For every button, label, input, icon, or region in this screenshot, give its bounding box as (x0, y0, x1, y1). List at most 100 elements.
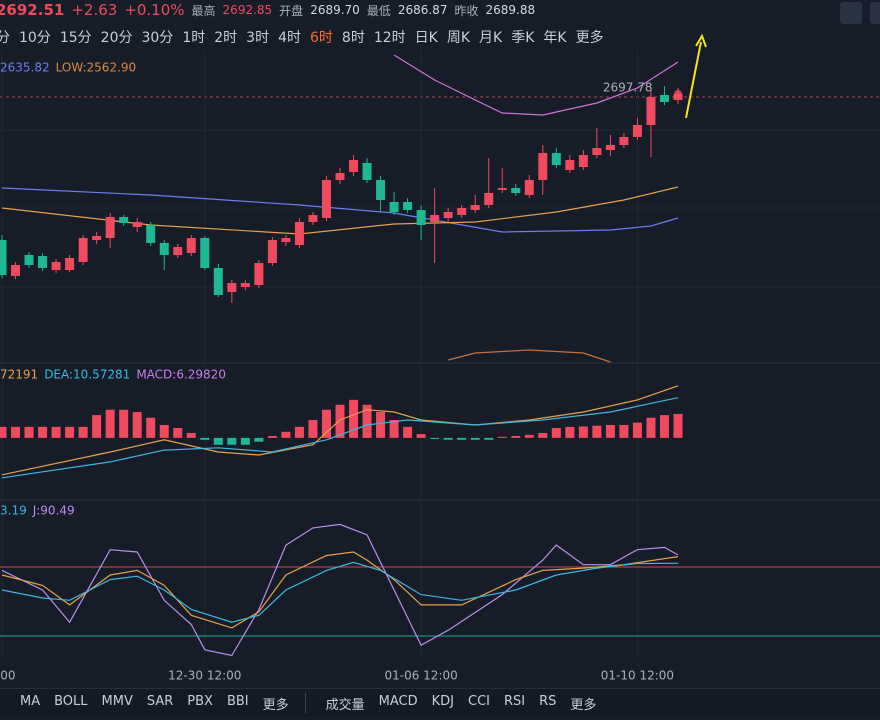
macd-bar (457, 437, 467, 440)
timeframe-tab[interactable]: 季K (511, 30, 535, 46)
macd-bar (294, 426, 304, 438)
legend-text: 2635.82 (0, 61, 50, 75)
timeframe-tab[interactable]: 6时 (310, 30, 333, 46)
stat-label: 开盘 (279, 3, 304, 18)
candle-body (497, 188, 507, 190)
timeframe-tab[interactable]: 1时 (182, 30, 206, 46)
candle-body (511, 188, 521, 193)
macd-bar (416, 434, 426, 438)
indicator-line (1, 186, 679, 235)
timeframe-tab[interactable]: 4时 (278, 30, 301, 46)
candle-body (565, 160, 575, 170)
timeframe-tab[interactable]: 2时 (214, 30, 238, 46)
candle-body (335, 173, 345, 180)
timeframe-tab[interactable]: 分 (0, 30, 10, 46)
tool-button[interactable] (870, 2, 880, 24)
indicator-button[interactable]: MMV (101, 693, 133, 709)
indicator-button[interactable]: RS (539, 693, 557, 709)
macd-bar (605, 424, 615, 438)
indicator-button[interactable]: BOLL (54, 693, 88, 709)
indicator-line (1, 561, 679, 623)
indicator-button[interactable]: CCI (468, 693, 490, 709)
indicator-button[interactable]: RSI (504, 693, 526, 709)
macd-bar (146, 417, 156, 438)
candle-body (254, 263, 264, 285)
macd-bar (619, 424, 629, 438)
timeframe-tab[interactable]: 3时 (246, 30, 270, 46)
candle-body (619, 137, 629, 145)
timeframe-bar: 分 10分 15分 20分 30分 1时 2时 3时 4时 6时 8时 12时 日K 周K 月K 季K 年K 更多 (0, 27, 604, 47)
indicator-button[interactable]: PBX (187, 693, 213, 709)
timeframe-tab[interactable]: 更多 (575, 30, 604, 46)
macd-bar (321, 409, 331, 438)
macd-bar (646, 417, 656, 438)
timeframe-tab[interactable]: 年K (543, 30, 567, 46)
macd-bar (484, 437, 494, 440)
macd-bar (281, 431, 291, 438)
indicator-line (1, 397, 679, 479)
high-label: 2697.78 (603, 81, 653, 95)
macd-bar (132, 412, 142, 438)
macd-bar (186, 432, 196, 438)
indicator-line (1, 551, 679, 629)
indicator-button[interactable]: MACD (378, 693, 418, 709)
timeframe-tab[interactable]: 30分 (141, 30, 174, 46)
candle-body (92, 236, 102, 240)
indicator-line (1, 187, 679, 233)
candle-body (146, 225, 156, 243)
candle-body (484, 193, 494, 205)
time-label: 01-10 12:00 (601, 669, 674, 683)
candle-body (105, 217, 115, 238)
stat-value: 2689.70 (310, 3, 360, 17)
macd-bar (159, 424, 169, 438)
macd-bar (538, 432, 548, 438)
timeframe-tab[interactable]: 8时 (341, 30, 365, 46)
indicator-line (448, 349, 611, 363)
macd-bar (267, 435, 277, 438)
macd-bar (11, 426, 21, 438)
macd-bar (200, 437, 210, 440)
timeframe-tab[interactable]: 周K (446, 30, 471, 46)
tool-button[interactable] (840, 2, 862, 24)
macd-bar (659, 415, 669, 438)
timeframe-tab[interactable]: 12时 (373, 30, 406, 46)
macd-bar (497, 436, 507, 438)
candle-body (416, 210, 426, 225)
indicator-button[interactable]: 更多 (570, 697, 597, 713)
macd-bar (308, 420, 318, 438)
candle-body (430, 215, 440, 222)
candle-body (200, 238, 210, 268)
candle-body (294, 222, 304, 245)
candle-body (159, 243, 169, 255)
timeframe-tab[interactable]: 10分 (19, 30, 51, 46)
macd-bar (173, 428, 183, 438)
macd-bar (470, 437, 480, 440)
candle-body (592, 148, 602, 155)
indicator-button[interactable]: 成交量 (325, 697, 365, 713)
timeframe-tab[interactable]: 日K (414, 30, 438, 46)
macd-bar (349, 399, 359, 438)
candle-body (24, 255, 34, 265)
indicator-button[interactable]: 更多 (262, 697, 289, 713)
candle-body (173, 247, 183, 255)
candle-body (0, 240, 7, 275)
candle-body (578, 155, 588, 167)
macd-bar (0, 426, 7, 438)
time-label: 01-06 12:00 (384, 669, 457, 683)
candle-body (267, 240, 277, 263)
indicator-group: MA BOLL MMV SAR PBX BBI 更多 (0, 694, 289, 713)
candle-body (538, 153, 548, 180)
indicator-button[interactable]: SAR (146, 693, 174, 709)
indicator-button[interactable]: BBI (226, 693, 249, 709)
indicator-button[interactable]: MA (20, 693, 41, 709)
timeframe-tab[interactable]: 月K (479, 30, 503, 46)
timeframe-tab[interactable]: 15分 (59, 30, 92, 46)
macd-bar (105, 409, 115, 438)
candle-body (240, 283, 250, 287)
indicator-button[interactable]: KDJ (431, 693, 454, 709)
candle-body (389, 202, 399, 212)
stat-label: 最高 (191, 3, 216, 18)
timeframe-tab[interactable]: 20分 (100, 30, 133, 46)
quote-bar: 2692.51 +2.63 +0.10% 最高 2692.85 开盘 2689.70 最低 26… (0, 0, 535, 20)
candle-body (551, 153, 561, 165)
